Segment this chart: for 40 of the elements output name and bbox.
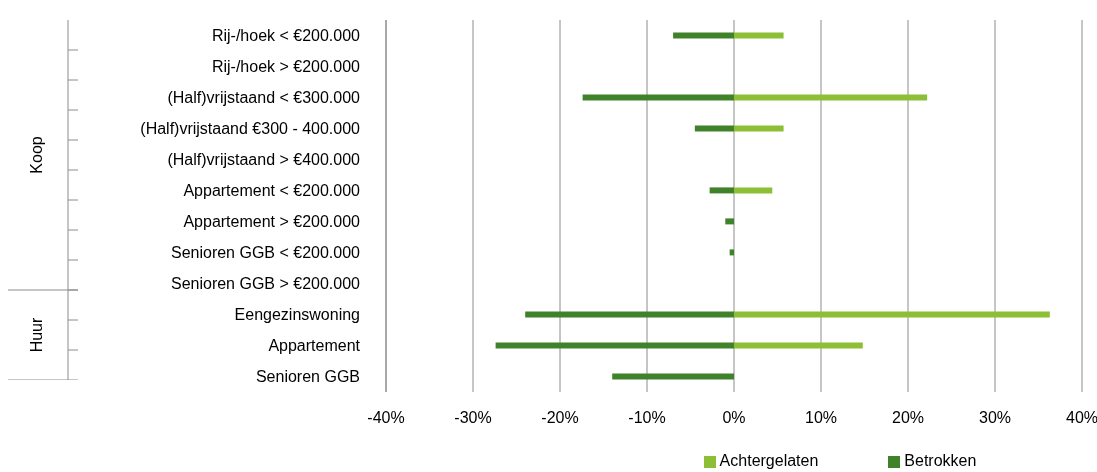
text: Koop	[28, 136, 45, 174]
x-tick-label: -30%	[454, 409, 492, 427]
legend-label: Achtergelaten	[719, 452, 819, 469]
y-tick-label: Appartement	[268, 337, 361, 355]
bar	[734, 125, 784, 132]
x-tick-label: -10%	[628, 409, 666, 427]
bar	[525, 311, 734, 318]
y-tick-label: (Half)vrijstaand €300 - 400.000	[140, 120, 361, 138]
bar	[709, 187, 734, 194]
x-tick-label: 20%	[891, 409, 925, 427]
x-tick-label: 10%	[804, 409, 838, 427]
y-tick-label: Appartement < €200.000	[183, 182, 361, 200]
y-tick-label: Senioren GGB < €200.000	[170, 244, 361, 262]
bar	[495, 342, 734, 349]
bar	[612, 373, 734, 380]
text: Huur	[28, 316, 45, 353]
bar	[734, 32, 784, 39]
x-tick-label: 30%	[978, 409, 1012, 427]
bar	[582, 94, 734, 101]
y-tick-label: Appartement > €200.000	[183, 213, 361, 231]
bar	[725, 218, 734, 225]
x-tick-label: 0%	[722, 409, 746, 427]
bar	[734, 311, 1050, 318]
bar	[734, 94, 928, 101]
x-tick-label: -20%	[541, 409, 579, 427]
y-tick-label: Senioren GGB > €200.000	[170, 275, 361, 293]
x-tick-label: -40%	[367, 409, 405, 427]
y-tick-label: (Half)vrijstaand > €400.000	[167, 151, 361, 169]
y-tick-label: (Half)vrijstaand < €300.000	[167, 89, 361, 107]
bar	[734, 187, 773, 194]
y-tick-label: Rij-/hoek > €200.000	[211, 58, 361, 76]
bar	[729, 249, 734, 256]
bar	[673, 32, 734, 39]
bar	[694, 125, 734, 132]
bar	[734, 342, 863, 349]
y-tick-label: Rij-/hoek < €200.000	[211, 27, 361, 45]
legend-label: Betrokken	[904, 452, 977, 469]
y-tick-label: Senioren GGB	[255, 368, 360, 386]
x-tick-label: 40%	[1065, 409, 1097, 427]
y-tick-label: Eengezinswoning	[234, 306, 360, 324]
